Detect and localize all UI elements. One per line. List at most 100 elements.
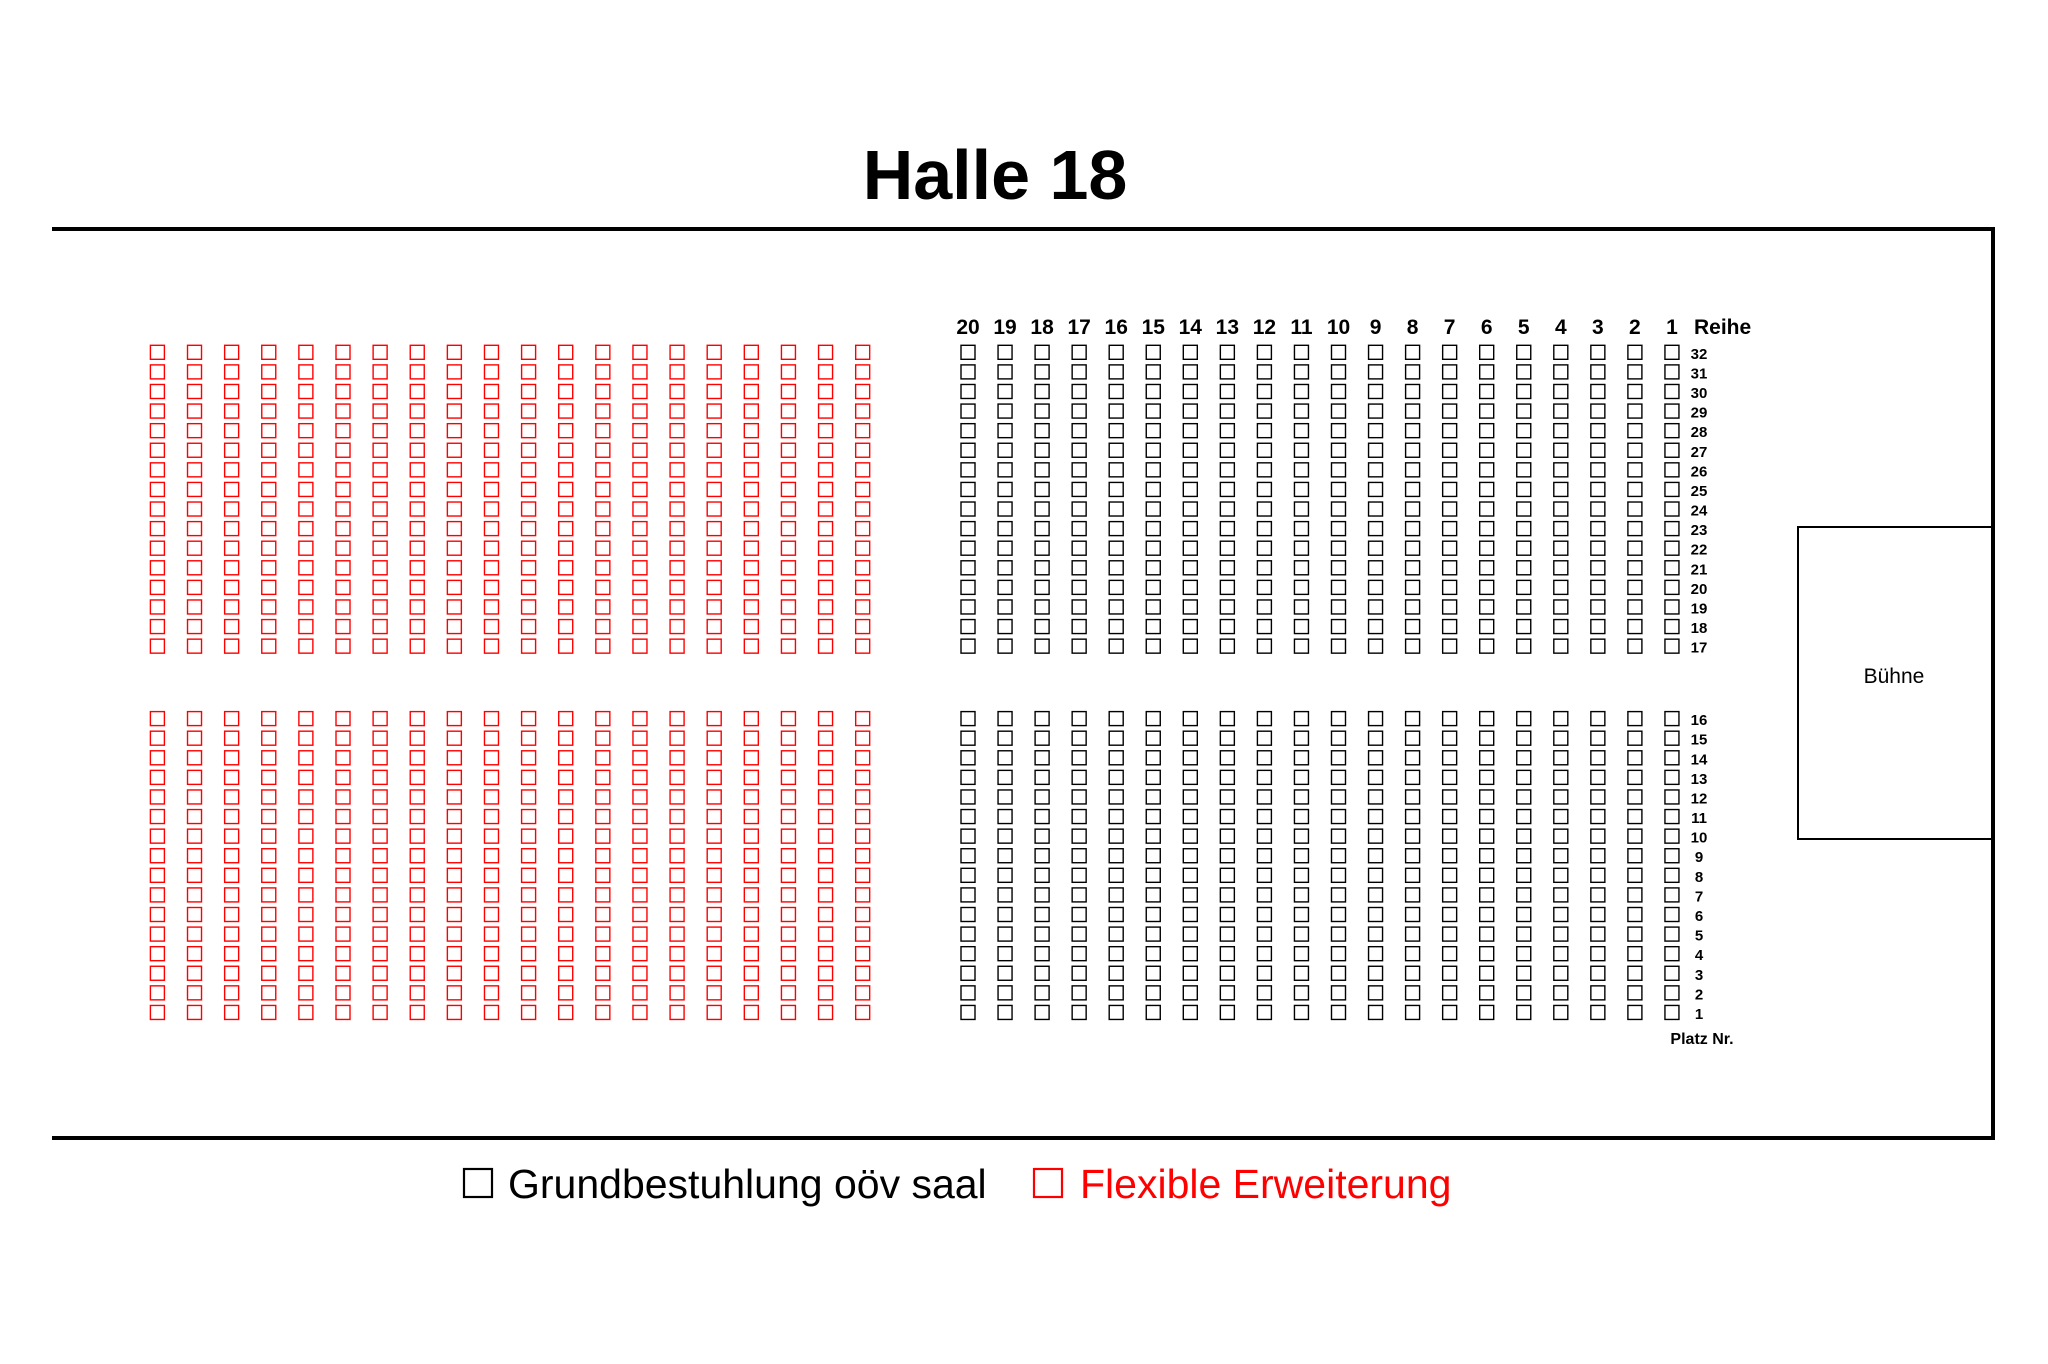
flexible-erweiterung-seat <box>817 789 834 805</box>
grundbestuhlung-seat <box>1367 462 1384 478</box>
flexible-erweiterung-seat <box>483 750 500 766</box>
grundbestuhlung-seat <box>1553 383 1569 400</box>
flexible-erweiterung-seat <box>223 422 240 439</box>
grundbestuhlung-seat <box>1182 501 1199 517</box>
grundbestuhlung-seat <box>1367 985 1384 1001</box>
flexible-erweiterung-seat <box>743 985 760 1001</box>
grundbestuhlung-seat <box>1367 808 1384 825</box>
flexible-erweiterung-seat <box>854 750 871 766</box>
grundbestuhlung-seat <box>997 579 1013 596</box>
grundbestuhlung-seat <box>1182 867 1199 884</box>
flexible-erweiterung-seat <box>558 344 574 360</box>
grundbestuhlung-seat <box>1182 618 1199 635</box>
flexible-erweiterung-seat <box>149 906 166 923</box>
flexible-erweiterung-seat <box>706 442 722 458</box>
flexible-erweiterung-seat <box>520 618 537 635</box>
grundbestuhlung-seat <box>1293 520 1310 537</box>
grundbestuhlung-seat <box>997 965 1013 981</box>
flexible-erweiterung-seat <box>483 945 500 962</box>
flexible-erweiterung-seat <box>186 599 203 615</box>
grundbestuhlung-seat <box>1664 481 1680 498</box>
flexible-erweiterung-seat <box>372 599 388 615</box>
grundbestuhlung-seat <box>1256 560 1273 576</box>
grundbestuhlung-seat <box>1404 867 1421 884</box>
grundbestuhlung-seat <box>1590 906 1606 923</box>
flexible-erweiterung-seat <box>817 1004 834 1021</box>
grundbestuhlung-seat <box>1071 364 1087 380</box>
flexible-erweiterung-seat <box>854 945 871 962</box>
grundbestuhlung-seat <box>1293 867 1310 884</box>
grundbestuhlung-seat <box>1516 926 1532 942</box>
grundbestuhlung-seat <box>1034 501 1050 517</box>
flexible-erweiterung-seat <box>520 710 537 727</box>
grundbestuhlung-seat <box>1590 579 1606 596</box>
flexible-erweiterung-seat <box>595 403 611 419</box>
flexible-erweiterung-seat <box>446 579 463 596</box>
flexible-erweiterung-seat <box>817 965 834 981</box>
grundbestuhlung-seat <box>1182 442 1199 458</box>
flexible-erweiterung-seat <box>780 462 797 478</box>
flexible-erweiterung-seat <box>520 501 537 517</box>
grundbestuhlung-seat <box>1330 887 1347 903</box>
flexible-erweiterung-seat <box>149 769 166 786</box>
flexible-erweiterung-seat <box>483 965 500 981</box>
platz-number: 16 <box>1691 712 1708 729</box>
flexible-erweiterung-seat <box>817 501 834 517</box>
grundbestuhlung-seat <box>1478 730 1495 746</box>
grundbestuhlung-seat <box>1182 560 1199 576</box>
grundbestuhlung-seat <box>1553 926 1569 942</box>
flexible-erweiterung-seat <box>595 887 611 903</box>
flexible-erweiterung-seat <box>223 540 240 556</box>
grundbestuhlung-seat <box>1516 730 1532 746</box>
grundbestuhlung-seat <box>1034 638 1050 654</box>
flexible-erweiterung-seat <box>743 422 760 439</box>
flexible-erweiterung-seat <box>149 618 166 635</box>
grundbestuhlung-seat <box>1404 560 1421 576</box>
flexible-erweiterung-seat <box>706 638 722 654</box>
flexible-erweiterung-seat <box>335 520 351 537</box>
flexible-erweiterung-seat <box>298 344 314 360</box>
grundbestuhlung-seat <box>1256 867 1273 884</box>
grundbestuhlung-seat <box>1553 638 1569 654</box>
grundbestuhlung-seat <box>1219 501 1236 517</box>
flexible-erweiterung-seat <box>149 945 166 962</box>
grundbestuhlung-seat <box>1664 520 1680 537</box>
flexible-erweiterung-seat <box>780 599 797 615</box>
grundbestuhlung-seat <box>1664 599 1680 615</box>
grundbestuhlung-seat <box>1404 710 1421 727</box>
flexible-erweiterung-seat <box>854 481 871 498</box>
flexible-erweiterung-seat <box>261 364 277 380</box>
flexible-erweiterung-seat <box>223 520 240 537</box>
flexible-erweiterung-seat <box>669 403 685 419</box>
flexible-erweiterung-seat <box>298 769 314 786</box>
grundbestuhlung-seat <box>1441 965 1458 981</box>
grundbestuhlung-seat <box>997 887 1013 903</box>
grundbestuhlung-seat <box>1553 618 1569 635</box>
flexible-erweiterung-seat <box>595 462 611 478</box>
grundbestuhlung-seat <box>1516 364 1532 380</box>
flexible-erweiterung-seat <box>335 481 351 498</box>
grundbestuhlung-seat <box>1219 710 1236 727</box>
grundbestuhlung-seat <box>1367 945 1384 962</box>
grundbestuhlung-seat <box>1478 560 1495 576</box>
grundbestuhlung-seat <box>1367 403 1384 419</box>
flexible-erweiterung-seat <box>149 1004 166 1021</box>
grundbestuhlung-seat <box>1071 906 1087 923</box>
flexible-erweiterung-seat <box>446 501 463 517</box>
grundbestuhlung-seat <box>1590 638 1606 654</box>
flexible-erweiterung-seat <box>669 462 685 478</box>
grundbestuhlung-seat <box>1441 344 1458 360</box>
platz-number: 31 <box>1691 365 1708 382</box>
grundbestuhlung-seat <box>1182 520 1199 537</box>
grundbestuhlung-seat <box>1404 599 1421 615</box>
grundbestuhlung-seat <box>1034 769 1050 786</box>
platz-number: 7 <box>1695 888 1703 905</box>
flexible-erweiterung-seat <box>854 560 871 576</box>
flexible-erweiterung-seat <box>817 848 834 864</box>
grundbestuhlung-seat <box>1108 985 1124 1001</box>
legend-label-grundbestuhlung: Grundbestuhlung oöv saal <box>508 1161 987 1207</box>
grundbestuhlung-seat <box>1219 789 1236 805</box>
reihe-number: 20 <box>956 316 979 339</box>
flexible-erweiterung-seat <box>669 985 685 1001</box>
flexible-erweiterung-seat <box>706 730 722 746</box>
